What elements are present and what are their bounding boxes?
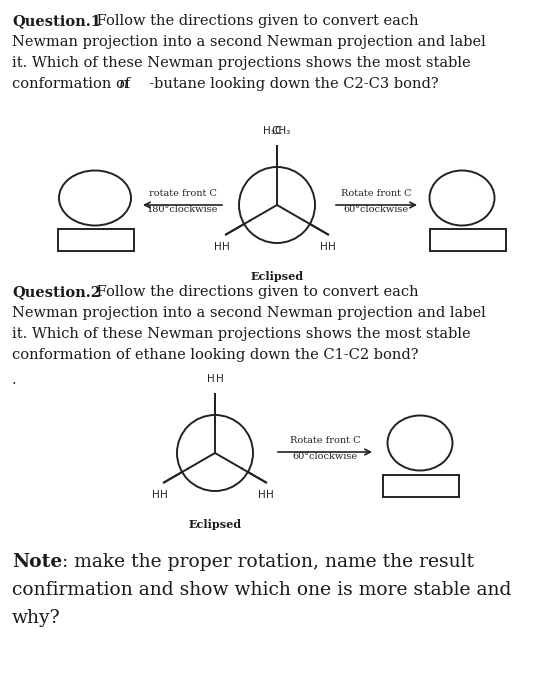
Text: H: H <box>266 491 274 500</box>
Bar <box>58 229 134 251</box>
Text: 60°clockwise: 60°clockwise <box>293 452 358 461</box>
Text: H: H <box>207 374 214 384</box>
Text: H: H <box>214 242 222 253</box>
Text: Question.1: Question.1 <box>12 14 101 28</box>
Text: CH₃: CH₃ <box>272 126 291 136</box>
Text: Eclipsed: Eclipsed <box>188 519 241 531</box>
Text: H: H <box>222 242 230 253</box>
Bar <box>383 475 459 497</box>
Text: conformation of ethane looking down the C1-C2 bond?: conformation of ethane looking down the … <box>12 348 419 362</box>
Bar <box>430 229 506 251</box>
Text: H: H <box>328 242 336 253</box>
Text: why?: why? <box>12 609 61 627</box>
Text: confirmation and show which one is more stable and: confirmation and show which one is more … <box>12 581 511 599</box>
Text: H₃C: H₃C <box>263 126 282 136</box>
Text: 180°clockwise: 180°clockwise <box>147 205 219 214</box>
Text: Rotate front C: Rotate front C <box>290 436 360 445</box>
Text: Newman projection into a second Newman projection and label: Newman projection into a second Newman p… <box>12 35 486 49</box>
Text: Eclipsed: Eclipsed <box>251 272 304 283</box>
Text: H: H <box>258 491 266 500</box>
Text: .: . <box>12 373 17 387</box>
Text: Rotate front C: Rotate front C <box>341 189 411 198</box>
Text: Newman projection into a second Newman projection and label: Newman projection into a second Newman p… <box>12 306 486 320</box>
Text: it. Which of these Newman projections shows the most stable: it. Which of these Newman projections sh… <box>12 56 471 70</box>
Text: H: H <box>160 491 168 500</box>
Text: Question.2: Question.2 <box>12 285 101 299</box>
Text: n: n <box>119 77 128 91</box>
Text: H: H <box>320 242 328 253</box>
Text: Follow the directions given to convert each: Follow the directions given to convert e… <box>92 285 419 299</box>
Text: rotate front C: rotate front C <box>149 189 217 198</box>
Text: H: H <box>152 491 160 500</box>
Text: Note: Note <box>12 553 62 571</box>
Text: conformation of      -butane looking down the C2-C3 bond?: conformation of -butane looking down the… <box>12 77 439 91</box>
Text: : make the proper rotation, name the result: : make the proper rotation, name the res… <box>62 553 474 571</box>
Text: 60°clockwise: 60°clockwise <box>343 205 408 214</box>
Text: it. Which of these Newman projections shows the most stable: it. Which of these Newman projections sh… <box>12 327 471 341</box>
Text: H: H <box>215 374 223 384</box>
Text: Follow the directions given to convert each: Follow the directions given to convert e… <box>92 14 419 28</box>
